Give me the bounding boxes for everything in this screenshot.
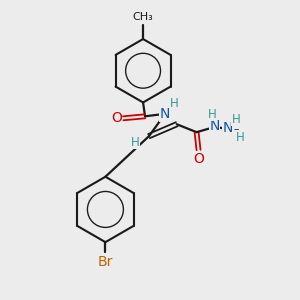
Text: O: O: [111, 111, 122, 125]
Text: H: H: [232, 113, 241, 126]
Text: O: O: [193, 152, 204, 166]
Text: H: H: [169, 97, 178, 110]
Text: ‒: ‒: [233, 125, 239, 134]
Text: Br: Br: [98, 255, 113, 269]
Text: N: N: [223, 121, 233, 135]
Text: H: H: [236, 130, 244, 144]
Text: CH₃: CH₃: [133, 12, 153, 22]
Text: H: H: [208, 108, 217, 121]
Text: H: H: [131, 136, 140, 148]
Text: N: N: [160, 107, 170, 121]
Text: N: N: [209, 119, 220, 133]
